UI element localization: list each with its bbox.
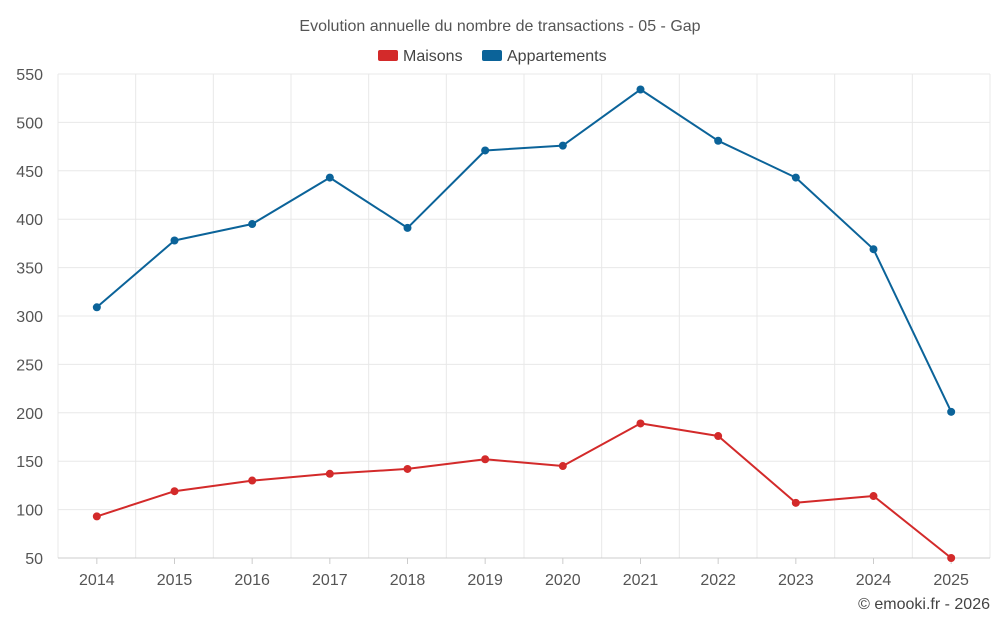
x-tick-label: 2020 [545,572,581,589]
data-point-maisons[interactable] [791,498,800,507]
legend-swatch-maisons [378,50,398,61]
data-point-appartements[interactable] [947,407,956,416]
data-point-maisons[interactable] [403,464,412,473]
series-layer [92,85,956,562]
data-point-maisons[interactable] [325,469,334,478]
data-point-appartements[interactable] [325,173,334,182]
y-tick-label: 550 [16,67,43,84]
data-point-appartements[interactable] [636,85,645,94]
series-line-maisons [96,422,952,559]
data-point-appartements[interactable] [403,223,412,232]
y-tick-label: 250 [16,357,43,374]
data-point-appartements[interactable] [558,141,567,150]
x-tick-label: 2014 [79,572,115,589]
data-point-appartements[interactable] [869,245,878,254]
data-point-maisons[interactable] [481,455,490,464]
x-tick-label: 2017 [312,572,348,589]
credit-text: © emooki.fr - 2026 [858,596,990,613]
series-line-appartements [96,88,953,413]
x-tick-label: 2016 [234,572,270,589]
x-tick-label: 2021 [623,572,659,589]
data-point-appartements[interactable] [714,136,723,145]
x-tick-label: 2019 [467,572,503,589]
data-point-maisons[interactable] [170,487,179,496]
y-tick-label: 150 [16,454,43,471]
y-tick-label: 400 [16,212,43,229]
grid [57,73,991,559]
data-point-appartements[interactable] [481,146,490,155]
data-point-maisons[interactable] [714,432,723,441]
chart-title: Evolution annuelle du nombre de transact… [299,18,700,35]
legend-label-maisons[interactable]: Maisons [403,48,463,65]
legend: Maisons Appartements [378,48,607,65]
x-tick-label: 2018 [390,572,426,589]
x-tick-label: 2025 [933,572,969,589]
x-tick-label: 2022 [700,572,736,589]
data-point-maisons[interactable] [248,476,257,485]
y-tick-label: 500 [16,115,43,132]
data-point-appartements[interactable] [170,236,179,245]
data-point-maisons[interactable] [869,492,878,501]
y-tick-label: 350 [16,261,43,278]
x-tick-label: 2024 [856,572,892,589]
legend-label-appartements[interactable]: Appartements [507,48,607,65]
y-tick-label: 300 [16,309,43,326]
data-point-appartements[interactable] [248,220,257,229]
data-point-maisons[interactable] [636,419,645,428]
data-point-appartements[interactable] [92,303,101,312]
data-point-maisons[interactable] [558,462,567,471]
y-tick-label: 200 [16,406,43,423]
x-tick-label: 2015 [157,572,193,589]
data-point-maisons[interactable] [947,554,956,562]
y-tick-label: 50 [25,551,43,568]
data-point-maisons[interactable] [92,512,101,521]
y-axis-ticks: 50 100 150 200 250 300 350 400 450 500 550 [16,67,43,568]
x-tick-label: 2023 [778,572,814,589]
legend-swatch-appartements [482,50,502,61]
y-tick-label: 450 [16,164,43,181]
y-tick-label: 100 [16,503,43,520]
data-point-appartements[interactable] [791,173,800,182]
x-axis-ticks: 2014 2015 2016 2017 2018 2019 2020 2021 2022 2023… [79,558,969,589]
